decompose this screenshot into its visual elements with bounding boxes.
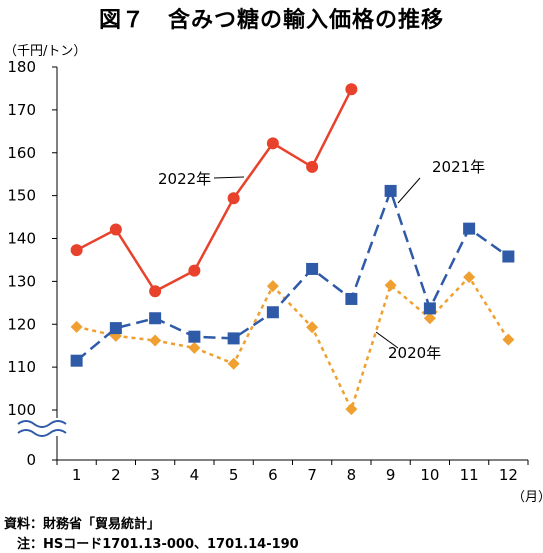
- data-point-2020年: [384, 279, 397, 292]
- legend-leader-line: [213, 176, 245, 179]
- data-point-2021年: [266, 306, 279, 319]
- y-tick-label: 180: [7, 58, 36, 76]
- data-point-2021年: [227, 332, 240, 345]
- data-point-2021年: [423, 302, 436, 315]
- y-tick-label: 150: [7, 187, 36, 205]
- data-point-2021年: [188, 330, 201, 343]
- data-point-2022年: [188, 264, 201, 277]
- y-axis-unit: （千円/トン）: [4, 44, 87, 59]
- x-tick-label: 9: [386, 466, 396, 484]
- series-label-2020年: 2020年: [388, 344, 441, 362]
- data-point-2021年: [306, 262, 319, 275]
- data-point-2020年: [227, 357, 240, 370]
- data-point-2020年: [149, 334, 162, 347]
- x-tick-label: 7: [307, 466, 317, 484]
- x-tick-label: 8: [347, 466, 357, 484]
- data-point-2022年: [149, 285, 162, 298]
- data-point-2020年: [502, 333, 515, 346]
- data-point-2021年: [463, 222, 476, 235]
- x-tick-label: 1: [72, 466, 82, 484]
- data-point-2021年: [149, 312, 162, 325]
- x-tick-label: 10: [420, 466, 439, 484]
- axis-break-wave: [17, 429, 67, 437]
- data-point-2020年: [345, 403, 358, 416]
- data-point-2021年: [109, 322, 122, 335]
- series-line-2021年: [75, 187, 510, 362]
- data-point-2022年: [70, 244, 83, 257]
- x-tick-label: 5: [229, 466, 239, 484]
- data-point-2020年: [306, 321, 319, 334]
- data-point-2022年: [266, 137, 279, 150]
- series-line-2022年: [76, 88, 353, 293]
- data-point-2021年: [502, 250, 515, 263]
- axis-break-wave: [17, 420, 67, 428]
- x-axis-unit: （月）: [512, 490, 543, 505]
- data-point-2022年: [109, 223, 122, 236]
- footnote: 注：HSコード1701.13-000、1701.14-190: [4, 537, 299, 552]
- y-tick-label: 170: [7, 101, 36, 119]
- y-tick-label: 120: [7, 315, 36, 333]
- y-tick-label: 100: [7, 401, 36, 419]
- legend-leader-line: [397, 177, 421, 204]
- data-point-2020年: [463, 271, 476, 284]
- data-point-2020年: [188, 341, 201, 354]
- x-tick-label: 4: [190, 466, 200, 484]
- series-label-2021年: 2021年: [432, 158, 485, 176]
- x-tick-label: 12: [499, 466, 518, 484]
- x-tick-label: 3: [150, 466, 160, 484]
- data-point-2020年: [423, 312, 436, 325]
- y-tick-label: 0: [26, 451, 36, 469]
- series-label-2022年: 2022年: [158, 170, 211, 188]
- data-point-2020年: [266, 280, 279, 293]
- data-point-2022年: [306, 160, 319, 173]
- data-point-2021年: [384, 184, 397, 197]
- legend-leader-line: [375, 331, 399, 349]
- y-tick-label: 110: [7, 358, 36, 376]
- x-tick-label: 11: [460, 466, 479, 484]
- data-point-2022年: [227, 192, 240, 205]
- chart-title: 図７ 含みつ糖の輸入価格の推移: [98, 8, 444, 33]
- data-point-2021年: [70, 354, 83, 367]
- y-tick-label: 160: [7, 144, 36, 162]
- y-tick-label: 130: [7, 272, 36, 290]
- x-tick-label: 6: [268, 466, 278, 484]
- source-note: 資料：財務省「貿易統計」: [4, 517, 161, 532]
- y-tick-label: 140: [7, 230, 36, 248]
- x-tick-label: 2: [111, 466, 121, 484]
- data-point-2020年: [70, 320, 83, 333]
- series-line-2020年: [76, 275, 510, 413]
- data-point-2022年: [345, 83, 358, 96]
- data-point-2021年: [345, 292, 358, 305]
